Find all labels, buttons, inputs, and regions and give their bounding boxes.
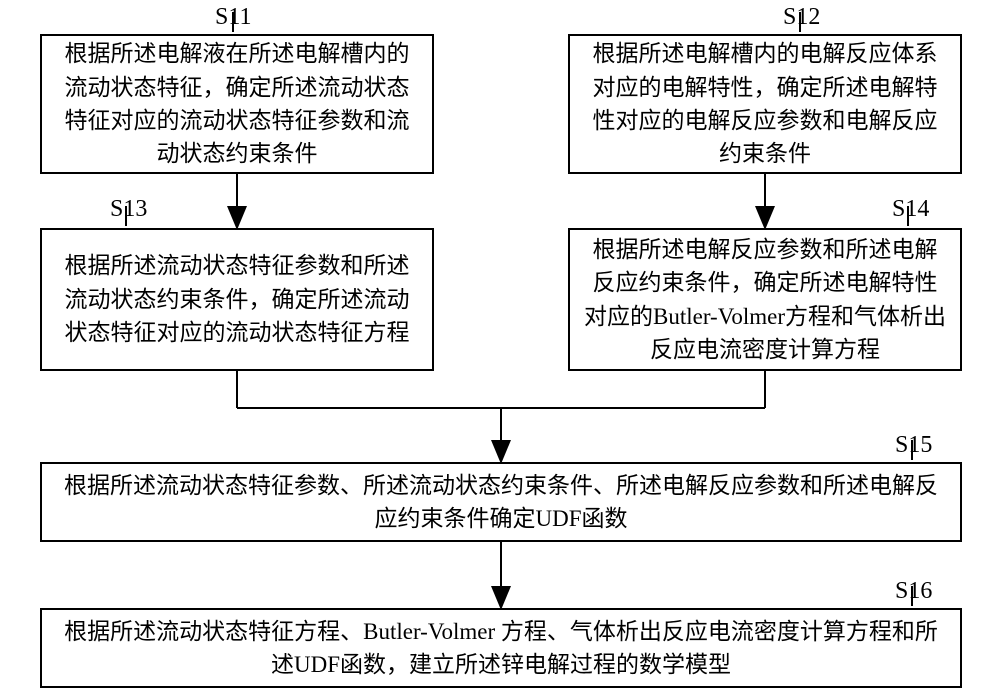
node-s16: 根据所述流动状态特征方程、Butler-Volmer 方程、气体析出反应电流密度… (40, 608, 962, 688)
node-s11: 根据所述电解液在所述电解槽内的流动状态特征，确定所述流动状态特征对应的流动状态特… (40, 34, 434, 174)
label-s12: S12 (783, 4, 820, 31)
node-s16-text: 根据所述流动状态特征方程、Butler-Volmer 方程、气体析出反应电流密度… (56, 615, 946, 682)
node-s15-text: 根据所述流动状态特征参数、所述流动状态约束条件、所述电解反应参数和所述电解反应约… (56, 469, 946, 536)
label-s14: S14 (892, 196, 929, 223)
node-s12: 根据所述电解槽内的电解反应体系对应的电解特性，确定所述电解特性对应的电解反应参数… (568, 34, 962, 174)
label-s16: S16 (895, 578, 932, 605)
label-s13: S13 (110, 196, 147, 223)
node-s14-text: 根据所述电解反应参数和所述电解反应约束条件，确定所述电解特性对应的Butler-… (584, 233, 946, 366)
node-s13: 根据所述流动状态特征参数和所述流动状态约束条件，确定所述流动状态特征对应的流动状… (40, 228, 434, 371)
label-s11: S11 (215, 4, 251, 31)
node-s15: 根据所述流动状态特征参数、所述流动状态约束条件、所述电解反应参数和所述电解反应约… (40, 462, 962, 542)
node-s14: 根据所述电解反应参数和所述电解反应约束条件，确定所述电解特性对应的Butler-… (568, 228, 962, 371)
node-s11-text: 根据所述电解液在所述电解槽内的流动状态特征，确定所述流动状态特征对应的流动状态特… (56, 37, 418, 170)
node-s13-text: 根据所述流动状态特征参数和所述流动状态约束条件，确定所述流动状态特征对应的流动状… (56, 249, 418, 349)
label-s15: S15 (895, 432, 932, 459)
node-s12-text: 根据所述电解槽内的电解反应体系对应的电解特性，确定所述电解特性对应的电解反应参数… (584, 37, 946, 170)
